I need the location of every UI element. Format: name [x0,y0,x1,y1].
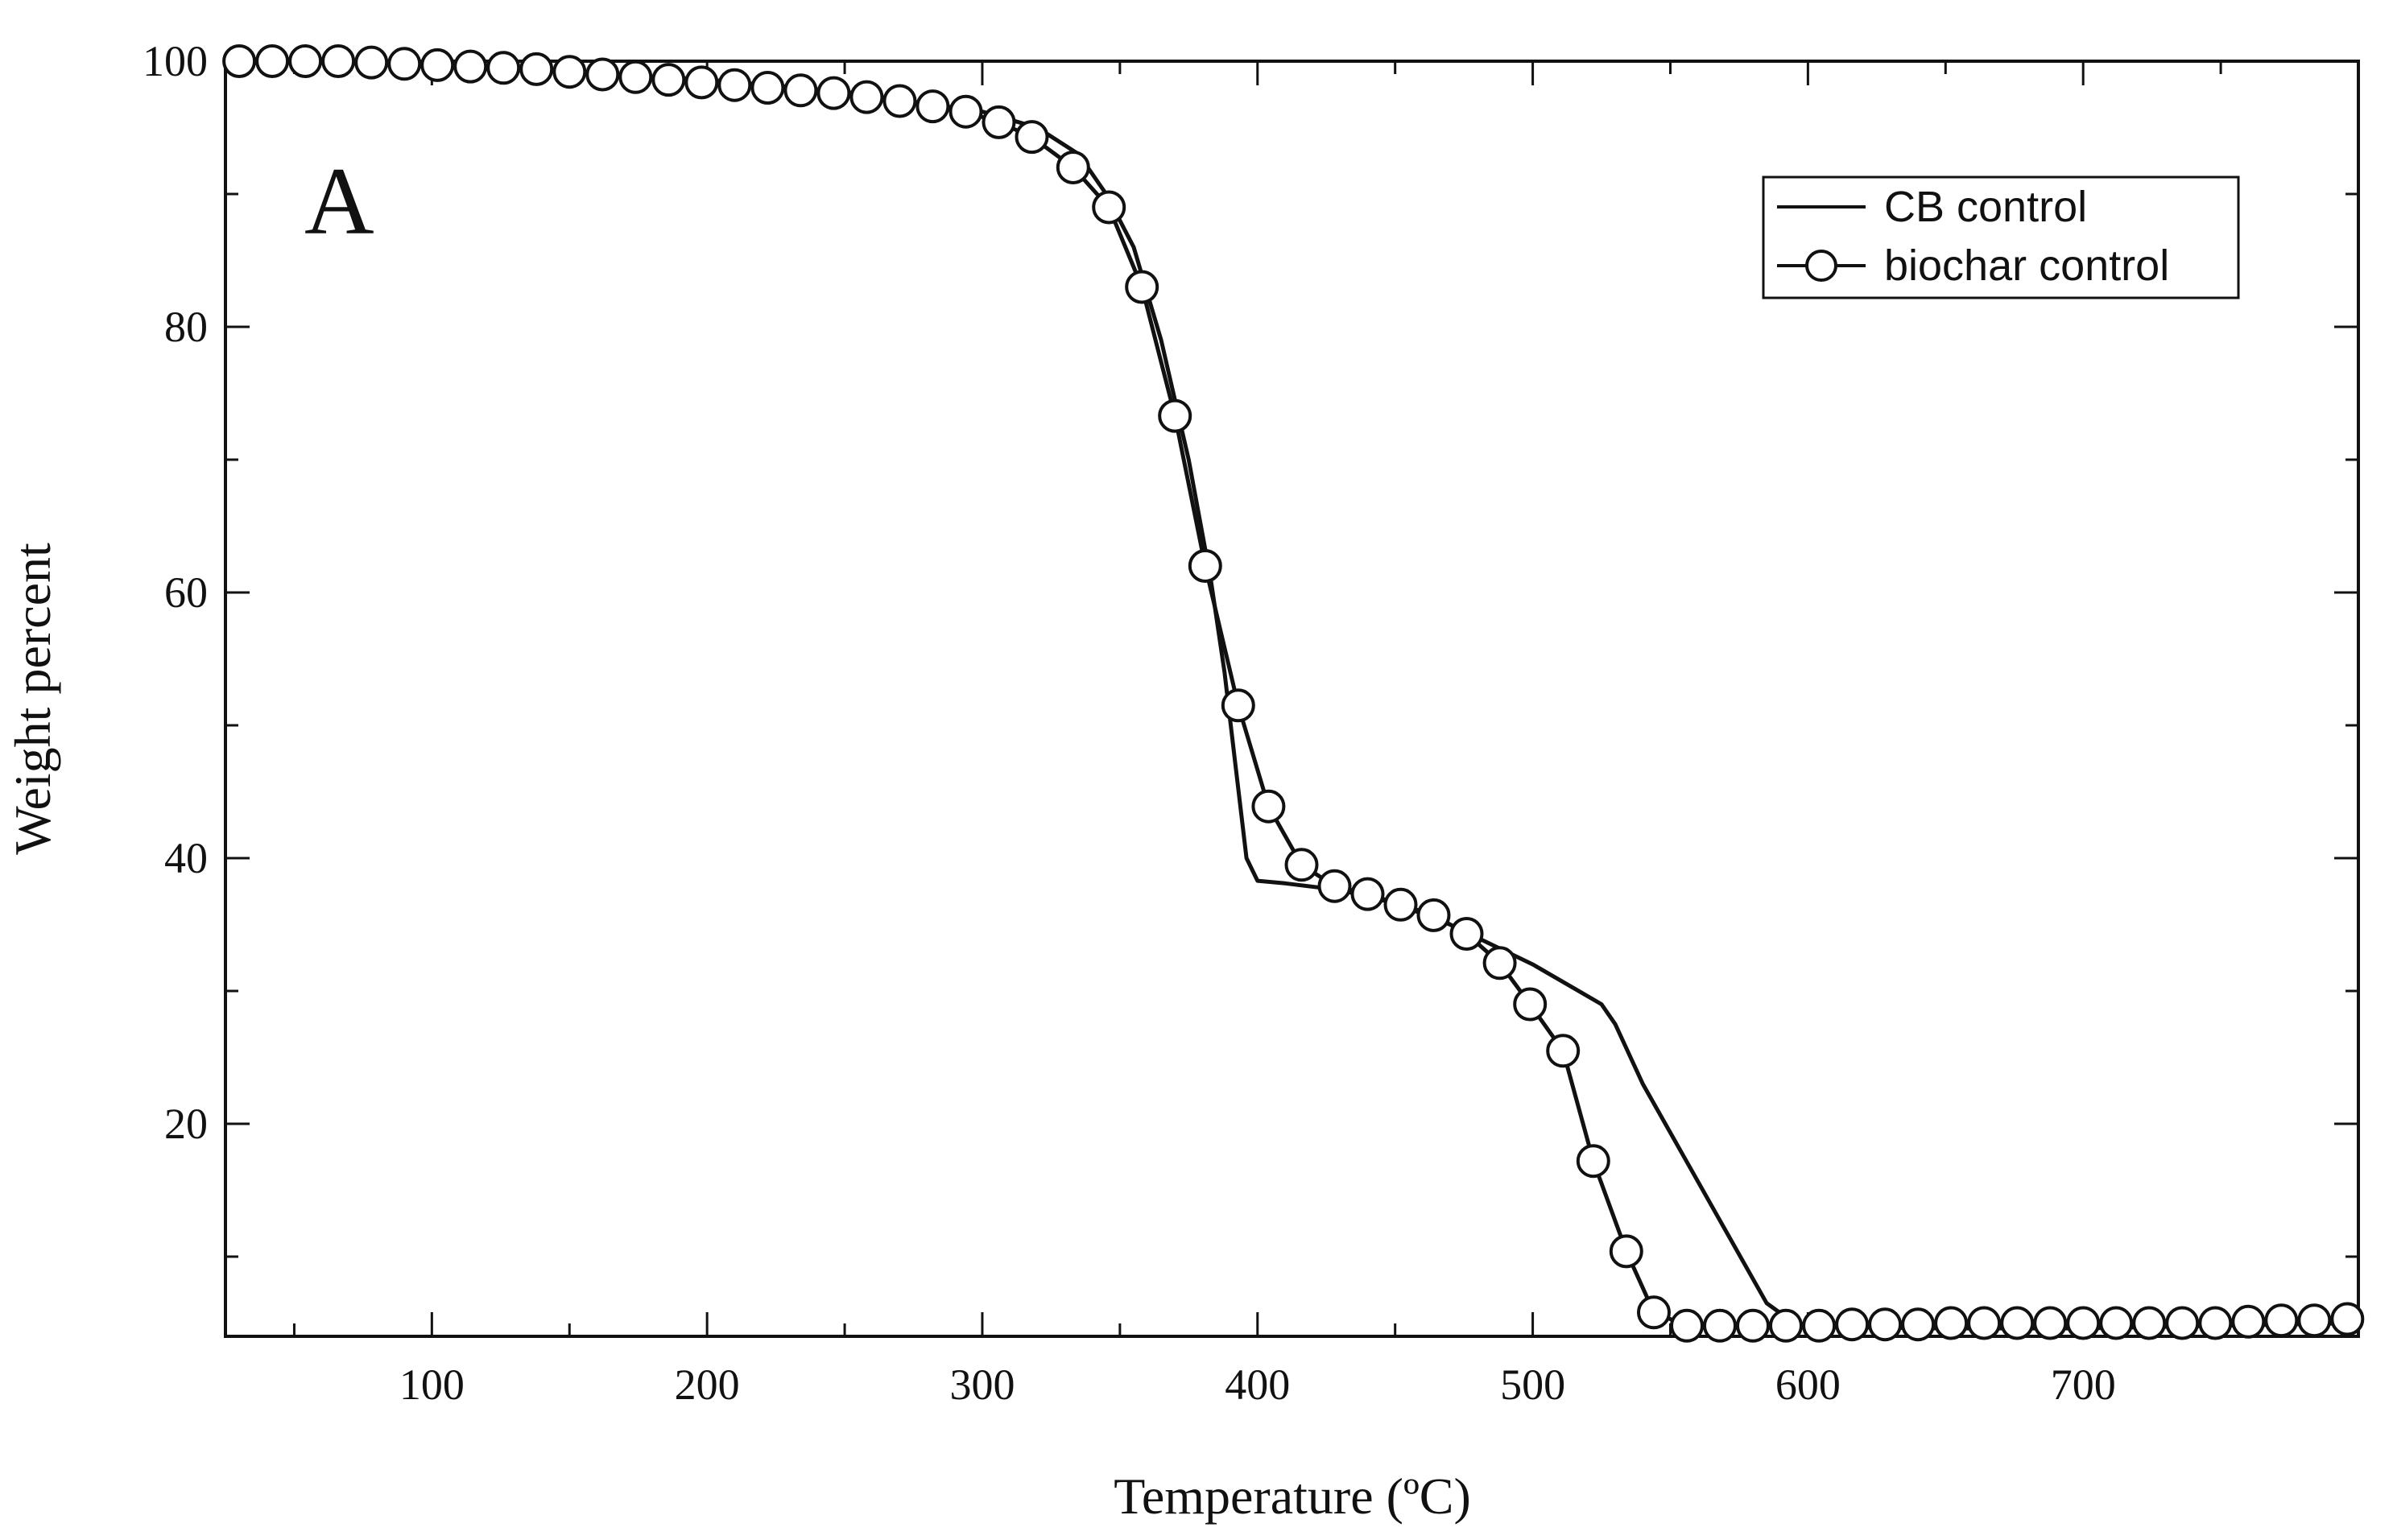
legend-label-biochar-control: biochar control [1884,242,2169,290]
data-point-biochar-control [2099,1306,2134,1340]
data-point-biochar-control [1835,1307,1870,1342]
data-point-biochar-control [222,44,257,78]
data-point-biochar-control [1092,190,1126,225]
panel-label: A [304,147,374,254]
data-point-biochar-control [783,73,818,108]
data-point-biochar-control [717,68,752,102]
data-point-biochar-control [288,44,323,78]
data-point-biochar-control [585,57,620,92]
plot-frame [224,60,2360,1338]
data-point-biochar-control [1416,898,1451,932]
data-point-biochar-control [2330,1302,2365,1336]
y-tick-label: 100 [143,37,208,85]
data-point-biochar-control [882,84,917,118]
data-point-biochar-control [1251,789,1286,824]
x-axis-title: Temperature (ºC) [1114,1468,1471,1525]
data-point-biochar-control [2165,1306,2200,1340]
data-point-biochar-control [1125,270,1159,304]
data-point-biochar-control [849,80,884,114]
data-point-biochar-control [1383,887,1418,922]
data-point-biochar-control [1056,151,1090,184]
data-point-biochar-control [1769,1308,1803,1343]
y-tick-label: 80 [164,303,208,351]
data-point-biochar-control [2132,1306,2167,1340]
y-axis-title: Weight percent [4,543,61,855]
data-point-biochar-control [2297,1303,2332,1338]
x-tick-label: 500 [1500,1360,1565,1409]
data-point-biochar-control [1188,549,1222,583]
data-point-biochar-control [1513,987,1548,1022]
data-series [222,44,2365,1343]
y-tick-label: 60 [164,568,208,617]
data-point-biochar-control [1868,1307,1903,1342]
data-point-biochar-control [1158,398,1192,433]
data-point-biochar-control [1284,848,1319,882]
data-point-biochar-control [1546,1034,1581,1068]
data-point-biochar-control [387,47,422,81]
axis-tick-labels: 100 200 300 400 500 600 700 20 40 60 80 100 [143,37,2116,1409]
data-point-biochar-control [1901,1307,1936,1342]
data-point-biochar-control [1576,1144,1610,1179]
data-point-biochar-control [1317,869,1352,903]
x-tick-label: 600 [1775,1360,1841,1409]
data-point-biochar-control [684,65,719,100]
data-point-biochar-control [618,60,653,94]
y-tick-label: 40 [164,834,208,882]
data-point-biochar-control [1736,1308,1770,1343]
data-point-biochar-control [651,63,686,97]
data-point-biochar-control [1703,1308,1737,1343]
data-point-biochar-control [816,76,851,110]
data-point-biochar-control [2198,1306,2233,1340]
data-point-biochar-control [552,55,587,89]
x-tick-label: 200 [675,1360,740,1409]
data-point-biochar-control [519,52,554,86]
x-tick-label: 300 [949,1360,1015,1409]
data-point-biochar-control [255,44,290,78]
data-point-biochar-control [1637,1295,1671,1330]
legend-label-cb-control: CB control [1884,183,2087,231]
data-point-biochar-control [1609,1234,1643,1269]
data-point-biochar-control [486,51,521,85]
legend-marker-biochar-control [1805,250,1837,282]
data-point-biochar-control [750,71,785,105]
data-point-biochar-control [1449,917,1484,951]
data-point-biochar-control [2231,1304,2266,1339]
data-point-biochar-control [321,44,356,78]
data-point-biochar-control [1221,688,1255,723]
x-tick-label: 100 [399,1360,465,1409]
data-point-biochar-control [1015,120,1049,155]
data-point-biochar-control [982,105,1016,139]
data-point-biochar-control [1967,1306,2002,1340]
x-tick-label: 400 [1225,1360,1290,1409]
data-point-biochar-control [1482,946,1517,981]
data-point-biochar-control [2264,1303,2299,1338]
legend-box [1762,175,2240,299]
data-point-biochar-control [420,47,455,82]
data-point-biochar-control [2066,1306,2101,1340]
x-tick-label: 700 [2051,1360,2116,1409]
data-point-biochar-control [915,89,950,124]
data-point-biochar-control [949,94,983,129]
data-point-biochar-control [1670,1308,1704,1343]
data-point-biochar-control [1802,1308,1837,1343]
data-point-biochar-control [2000,1306,2035,1340]
data-point-biochar-control [1350,877,1385,911]
data-point-biochar-control [1934,1306,1969,1340]
legend: CB control biochar control [1762,175,2240,299]
data-point-biochar-control [2033,1306,2068,1340]
y-tick-label: 20 [164,1100,208,1148]
data-point-biochar-control [453,49,488,84]
data-point-biochar-control [354,45,389,80]
